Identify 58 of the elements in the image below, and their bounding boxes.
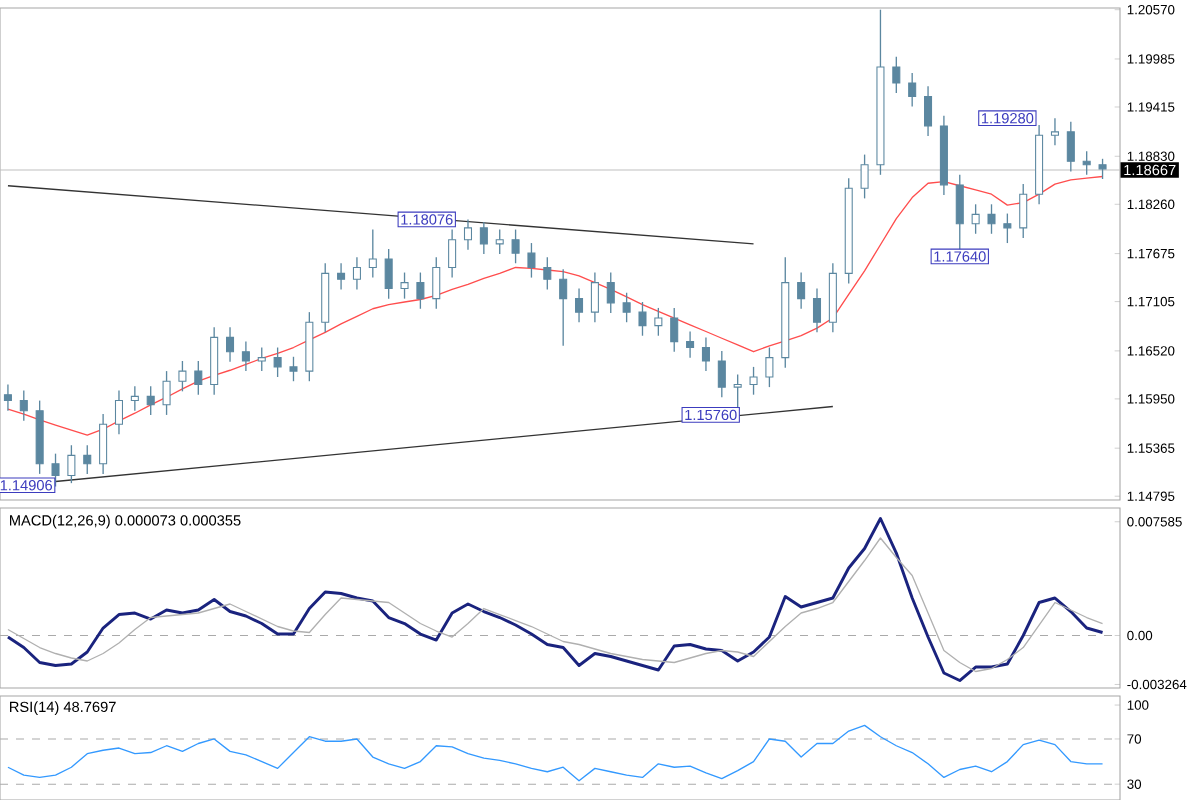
candlestick <box>670 307 679 353</box>
candlestick <box>1066 121 1075 173</box>
candlestick <box>67 444 76 484</box>
candlestick <box>1082 150 1091 176</box>
candlestick <box>463 218 473 251</box>
candlestick <box>178 360 187 392</box>
candlestick <box>575 287 584 323</box>
candlestick <box>384 248 393 300</box>
candlestick <box>543 256 552 291</box>
candlestick <box>352 256 361 291</box>
candlestick <box>717 350 726 398</box>
candlestick <box>892 56 901 94</box>
candlestick <box>400 271 409 300</box>
candlestick <box>971 203 980 235</box>
candlestick <box>416 271 425 310</box>
candlestick <box>368 228 377 279</box>
candlestick <box>241 340 250 372</box>
candlestick <box>749 366 758 396</box>
candlestick <box>210 326 219 396</box>
candlestick <box>765 346 774 388</box>
candlestick <box>1050 117 1059 146</box>
candlestick <box>987 203 996 235</box>
candlestick <box>1019 183 1028 239</box>
candlestick <box>606 271 615 314</box>
candlestick <box>622 292 631 323</box>
candlestick <box>654 307 663 337</box>
candlestick <box>225 326 235 363</box>
candlestick <box>146 385 155 416</box>
candlestick <box>19 389 28 422</box>
candlestick <box>812 287 822 334</box>
candlestick <box>257 346 266 372</box>
candlestick <box>638 301 647 337</box>
candlestick <box>289 356 298 382</box>
candlestick <box>527 242 536 279</box>
candlestick <box>686 330 695 359</box>
candlestick <box>590 271 599 323</box>
candlestick <box>130 385 139 412</box>
candlestick <box>797 271 806 310</box>
candlestick <box>559 268 568 347</box>
candlestick <box>1098 158 1107 180</box>
candlestick <box>432 256 441 310</box>
candlestick <box>194 360 203 396</box>
candlestick <box>3 383 12 412</box>
candlestick <box>99 413 108 475</box>
candlestick <box>83 444 92 475</box>
candlestick <box>1003 212 1012 244</box>
candlestick <box>114 389 124 435</box>
candlestick <box>908 72 917 108</box>
candlestick <box>924 85 933 137</box>
candlestick <box>860 153 869 200</box>
candlestick <box>701 336 710 372</box>
candlestick <box>51 452 60 488</box>
candlestick <box>162 370 171 416</box>
candlestick <box>273 346 282 378</box>
candlestick <box>337 262 346 291</box>
candlestick <box>495 228 504 255</box>
candlestick <box>479 221 488 255</box>
candlestick <box>511 228 520 264</box>
